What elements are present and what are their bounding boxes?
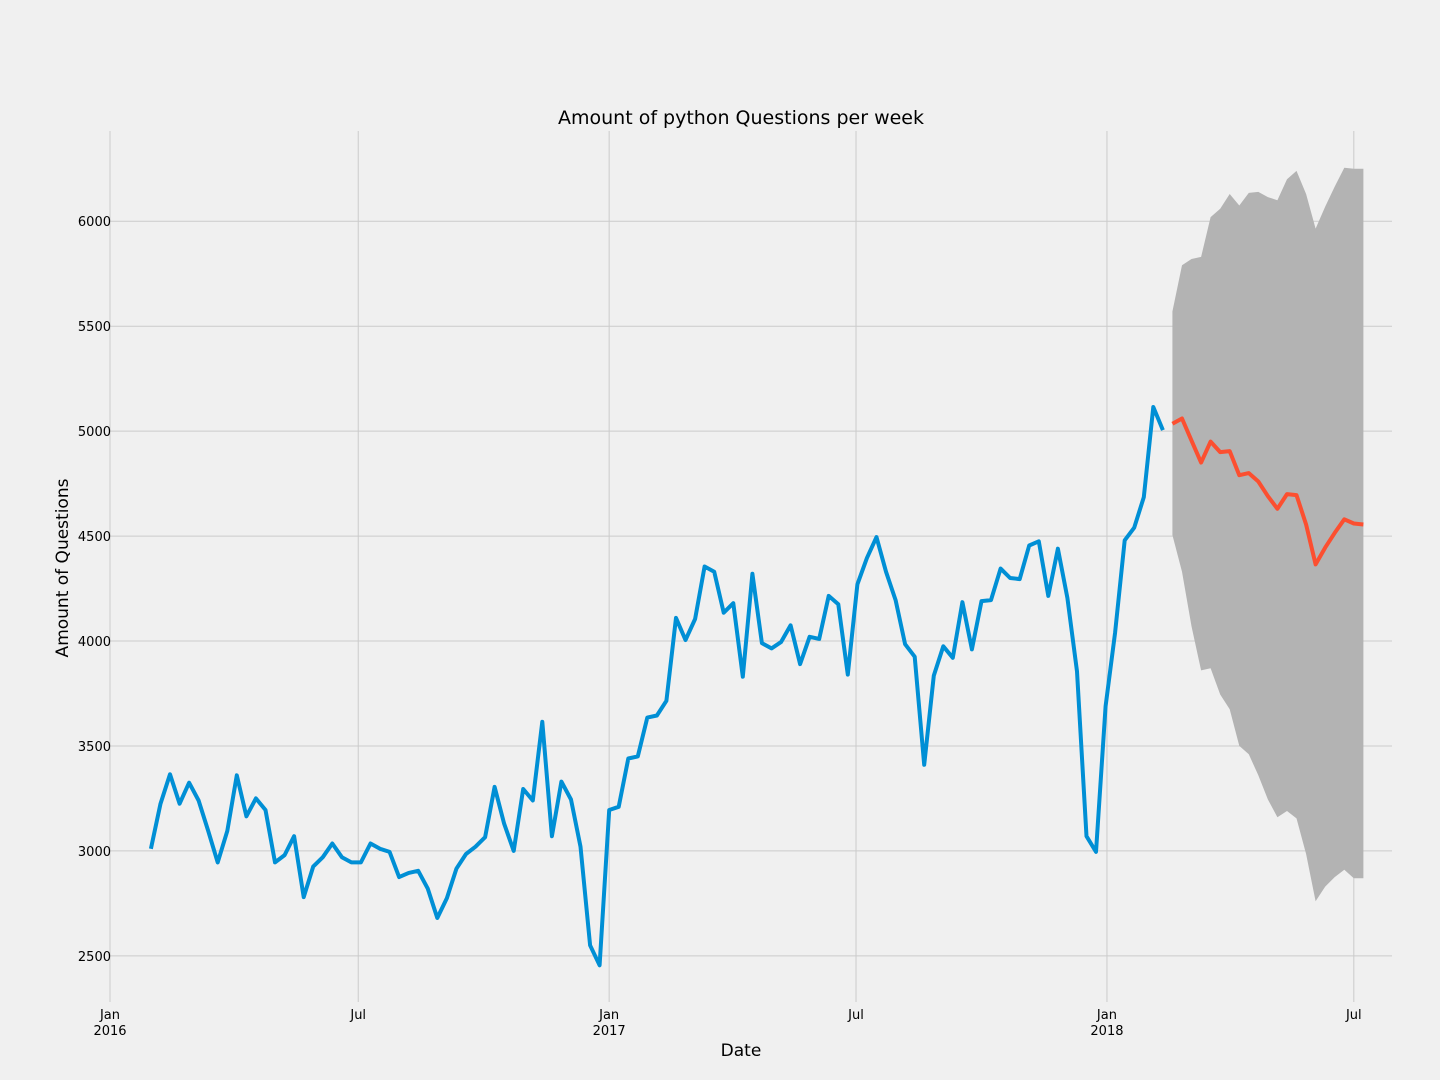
y-tick-label: 4000 <box>78 635 111 650</box>
x-tick-year-label: 2016 <box>93 1024 126 1039</box>
x-tick-label: Jul <box>349 1008 366 1023</box>
x-tick-year-label: 2017 <box>593 1024 626 1039</box>
confidence-band <box>1172 167 1364 902</box>
y-tick-label: 3000 <box>78 845 111 860</box>
chart-title: Amount of python Questions per week <box>558 107 924 129</box>
x-tick-year-label: 2018 <box>1090 1024 1123 1039</box>
y-tick-label: 5500 <box>78 320 111 335</box>
y-tick-label: 4500 <box>78 530 111 545</box>
series-lines <box>148 405 1364 968</box>
x-tick-label: Jan <box>99 1008 120 1023</box>
y-tick-label: 6000 <box>78 215 111 230</box>
x-tick-label: Jan <box>1096 1008 1117 1023</box>
observed-series-line <box>148 405 1165 968</box>
y-axis-title: Amount of Questions <box>53 478 73 657</box>
confidence-interval-area <box>1172 167 1364 902</box>
grid <box>109 131 1392 1002</box>
forecast-series-line <box>1171 416 1364 567</box>
x-tick-label: Jan <box>598 1008 619 1023</box>
x-tick-label: Jul <box>1345 1008 1362 1023</box>
y-tick-label: 3500 <box>78 740 111 755</box>
y-tick-label: 2500 <box>78 950 111 965</box>
y-tick-label: 5000 <box>78 425 111 440</box>
y-axis-ticks: 2500 3000 3500 4000 4500 5000 5500 6000 <box>78 215 111 965</box>
x-tick-label: Jul <box>847 1008 864 1023</box>
x-axis-title: Date <box>721 1041 762 1061</box>
